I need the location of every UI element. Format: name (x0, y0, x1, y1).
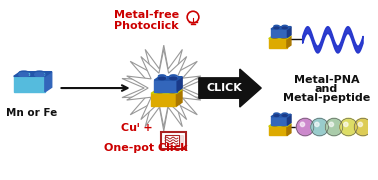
Polygon shape (156, 89, 164, 91)
Ellipse shape (156, 88, 164, 90)
Ellipse shape (170, 77, 177, 80)
Ellipse shape (168, 90, 176, 93)
Polygon shape (122, 45, 206, 131)
Polygon shape (282, 114, 287, 116)
Ellipse shape (272, 34, 278, 37)
Polygon shape (168, 89, 176, 91)
Ellipse shape (282, 25, 287, 27)
Circle shape (325, 118, 343, 136)
Polygon shape (154, 80, 177, 91)
Ellipse shape (272, 36, 278, 38)
Polygon shape (151, 93, 177, 106)
Circle shape (329, 122, 334, 127)
Polygon shape (170, 76, 177, 78)
Polygon shape (287, 27, 291, 37)
Polygon shape (45, 72, 52, 92)
Bar (165, 135, 178, 146)
Polygon shape (177, 77, 182, 91)
Polygon shape (269, 126, 287, 136)
Polygon shape (274, 114, 279, 116)
Circle shape (315, 122, 319, 127)
Polygon shape (281, 123, 287, 125)
Circle shape (300, 122, 305, 127)
Polygon shape (127, 49, 201, 127)
Ellipse shape (281, 122, 287, 124)
Polygon shape (151, 90, 182, 93)
Text: Metal-peptide: Metal-peptide (283, 93, 370, 103)
Polygon shape (269, 124, 291, 126)
Polygon shape (287, 124, 291, 136)
Bar (161, 132, 186, 149)
Circle shape (344, 122, 348, 127)
Ellipse shape (281, 124, 287, 126)
Ellipse shape (274, 113, 279, 115)
Ellipse shape (274, 115, 279, 116)
FancyArrow shape (199, 69, 261, 107)
Text: Photoclick: Photoclick (114, 21, 178, 31)
Circle shape (311, 118, 328, 136)
Ellipse shape (281, 34, 287, 37)
Bar (179, 135, 183, 146)
Ellipse shape (282, 113, 287, 115)
Text: Metal-free: Metal-free (114, 10, 179, 20)
Polygon shape (177, 90, 182, 106)
Polygon shape (287, 36, 291, 48)
Polygon shape (282, 26, 287, 28)
Polygon shape (35, 73, 44, 75)
Text: Metal-PNA: Metal-PNA (294, 75, 359, 85)
Polygon shape (272, 35, 278, 37)
Ellipse shape (170, 75, 177, 77)
Ellipse shape (35, 71, 44, 75)
Polygon shape (14, 72, 52, 76)
Circle shape (358, 122, 363, 127)
Text: One-pot Click: One-pot Click (104, 143, 188, 153)
Polygon shape (269, 39, 287, 48)
Ellipse shape (274, 27, 279, 29)
Ellipse shape (282, 115, 287, 116)
Ellipse shape (156, 90, 164, 93)
Circle shape (373, 122, 377, 127)
Polygon shape (281, 35, 287, 37)
Polygon shape (271, 27, 291, 29)
Circle shape (296, 118, 314, 136)
Ellipse shape (274, 25, 279, 27)
Ellipse shape (168, 88, 176, 90)
Ellipse shape (19, 73, 29, 76)
Ellipse shape (35, 73, 44, 76)
Circle shape (340, 118, 357, 136)
Ellipse shape (272, 122, 278, 124)
Polygon shape (271, 29, 287, 37)
Ellipse shape (282, 27, 287, 29)
Polygon shape (271, 117, 287, 125)
Circle shape (369, 118, 378, 136)
Polygon shape (158, 76, 166, 78)
Ellipse shape (272, 124, 278, 126)
Text: and: and (315, 84, 338, 94)
Polygon shape (154, 77, 182, 80)
Ellipse shape (158, 75, 166, 77)
Polygon shape (274, 26, 279, 28)
Ellipse shape (281, 36, 287, 38)
Circle shape (354, 118, 372, 136)
Text: CLICK: CLICK (207, 83, 243, 93)
Polygon shape (14, 76, 45, 92)
Polygon shape (287, 114, 291, 125)
Polygon shape (269, 36, 291, 39)
Polygon shape (19, 73, 29, 75)
Text: Cuᴵ +: Cuᴵ + (121, 123, 152, 133)
Ellipse shape (158, 77, 166, 80)
Ellipse shape (19, 71, 29, 75)
Polygon shape (272, 123, 278, 125)
Text: Mn or Fe: Mn or Fe (6, 107, 57, 118)
Polygon shape (271, 114, 291, 117)
